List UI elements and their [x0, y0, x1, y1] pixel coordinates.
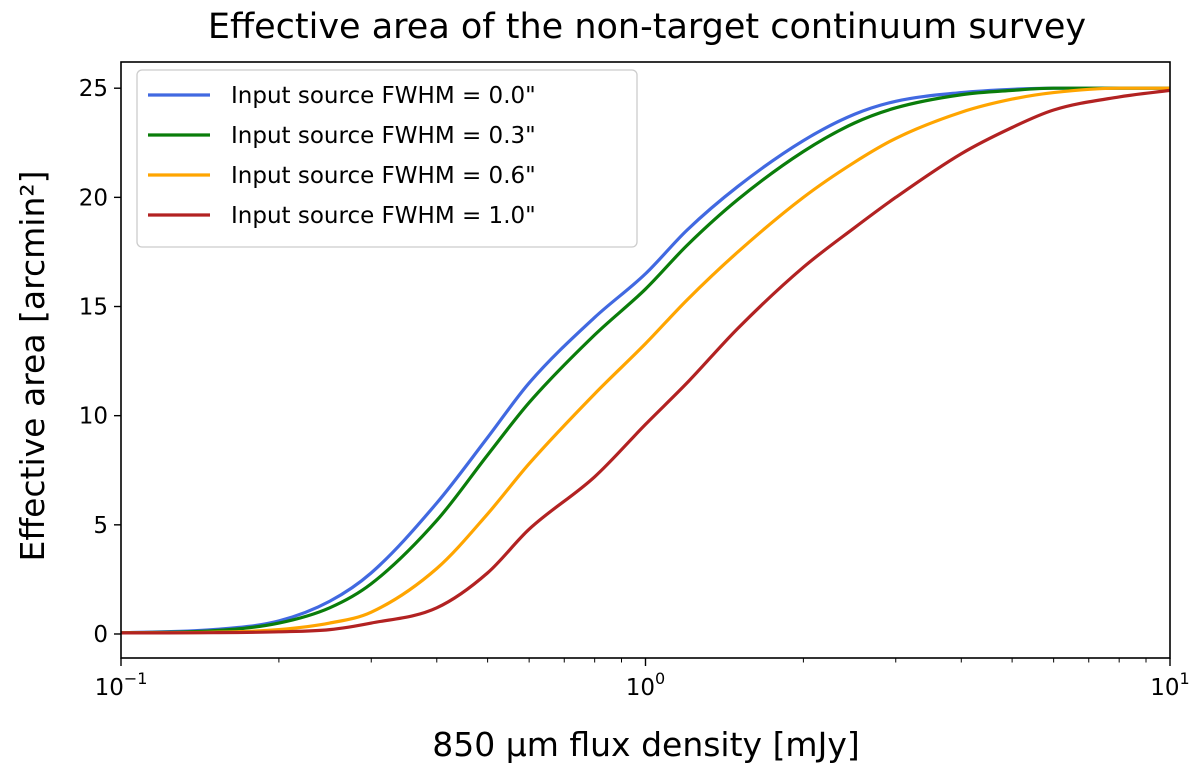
plot-area	[120, 86, 1171, 635]
x-tick-label: 10−1	[95, 669, 148, 701]
axis-ticks: 0 5 10 15 20 25 10−1 100 101	[79, 76, 1190, 701]
y-tick-label: 20	[79, 185, 108, 211]
legend-label-2: Input source FWHM = 0.6"	[231, 163, 536, 189]
y-tick-label: 0	[93, 622, 108, 648]
plot-frame	[120, 61, 1171, 659]
series-line-1	[120, 86, 1170, 635]
x-tick-label: 101	[1150, 669, 1189, 701]
legend-label-0: Input source FWHM = 0.0"	[231, 83, 536, 109]
legend-label-1: Input source FWHM = 0.3"	[231, 123, 536, 149]
y-tick-label: 15	[79, 295, 108, 321]
series-line-3	[120, 88, 1171, 635]
y-tick-label: 10	[79, 404, 108, 430]
y-tick-label: 5	[93, 513, 108, 539]
legend: Input source FWHM = 0.0" Input source FWH…	[136, 69, 638, 248]
legend-box	[136, 69, 638, 248]
chart-title: Effective area of the non-target continu…	[208, 7, 1086, 47]
series-line-2	[120, 86, 1170, 635]
x-axis-label: 850 μm flux density [mJy]	[432, 725, 859, 764]
x-tick-label: 100	[626, 669, 665, 701]
y-axis-label: Effective area [arcmin²]	[13, 171, 52, 562]
y-tick-label: 25	[79, 76, 108, 102]
legend-label-3: Input source FWHM = 1.0"	[231, 203, 536, 229]
